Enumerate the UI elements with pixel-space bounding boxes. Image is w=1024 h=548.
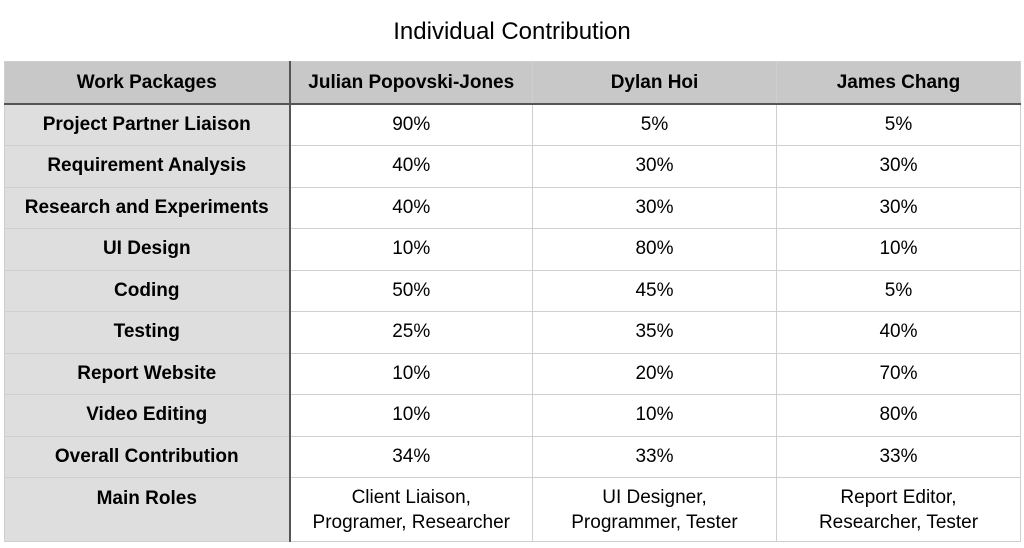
- roles-cell: Report Editor, Researcher, Tester: [776, 477, 1021, 542]
- table-cell: 80%: [532, 228, 777, 271]
- header-row: Work Packages Julian Popovski-Jones Dyla…: [4, 61, 1021, 105]
- contribution-table: Work Packages Julian Popovski-Jones Dyla…: [4, 61, 1021, 542]
- row-label: Coding: [4, 269, 291, 312]
- table-cell: 80%: [776, 394, 1021, 437]
- table-cell: 20%: [532, 352, 777, 395]
- row-label: Video Editing: [4, 394, 291, 437]
- column-header-work-packages: Work Packages: [4, 61, 291, 105]
- page-title: Individual Contribution: [393, 18, 631, 45]
- table-cell: 10%: [289, 228, 533, 271]
- table-row: Research and Experiments 40% 30% 30%: [4, 186, 1021, 229]
- table-cell: 40%: [776, 311, 1021, 354]
- table-cell: 40%: [289, 186, 533, 229]
- table-cell: 33%: [532, 435, 777, 478]
- role-line: Researcher, Tester: [818, 511, 979, 533]
- main-roles-row: Main Roles Client Liaison, Programer, Re…: [4, 477, 1021, 542]
- table-cell: 30%: [532, 186, 777, 229]
- table-row: Project Partner Liaison 90% 5% 5%: [4, 103, 1021, 146]
- table-row: UI Design 10% 80% 10%: [4, 228, 1021, 271]
- row-label: Overall Contribution: [4, 435, 291, 478]
- row-label: Main Roles: [4, 477, 291, 542]
- table-row: Coding 50% 45% 5%: [4, 269, 1021, 312]
- role-line: Client Liaison,: [351, 486, 471, 508]
- table-cell: 10%: [776, 228, 1021, 271]
- table-cell: 10%: [289, 352, 533, 395]
- roles-cell: Client Liaison, Programer, Researcher: [289, 477, 533, 542]
- table-cell: 90%: [289, 103, 533, 146]
- table-cell: 45%: [532, 269, 777, 312]
- table-cell: 10%: [532, 394, 777, 437]
- column-header-james: James Chang: [776, 61, 1021, 105]
- role-line: UI Designer,: [602, 486, 707, 508]
- table-cell: 33%: [776, 435, 1021, 478]
- table-row: Testing 25% 35% 40%: [4, 311, 1021, 354]
- table-row: Video Editing 10% 10% 80%: [4, 394, 1021, 437]
- table-row: Report Website 10% 20% 70%: [4, 352, 1021, 395]
- table-cell: 34%: [289, 435, 533, 478]
- row-label: Requirement Analysis: [4, 145, 291, 188]
- table-cell: 35%: [532, 311, 777, 354]
- row-label: Research and Experiments: [4, 186, 291, 229]
- table-cell: 30%: [776, 145, 1021, 188]
- table-cell: 5%: [776, 103, 1021, 146]
- table-cell: 30%: [532, 145, 777, 188]
- column-header-julian: Julian Popovski-Jones: [289, 61, 533, 105]
- role-line: Report Editor,: [840, 486, 957, 508]
- table-cell: 70%: [776, 352, 1021, 395]
- table-cell: 40%: [289, 145, 533, 188]
- table-cell: 10%: [289, 394, 533, 437]
- table-cell: 30%: [776, 186, 1021, 229]
- table-cell: 5%: [776, 269, 1021, 312]
- role-line: Programmer, Tester: [571, 511, 738, 533]
- table-row: Overall Contribution 34% 33% 33%: [4, 435, 1021, 478]
- table-cell: 5%: [532, 103, 777, 146]
- table-cell: 50%: [289, 269, 533, 312]
- row-label: Report Website: [4, 352, 291, 395]
- row-label: UI Design: [4, 228, 291, 271]
- table-cell: 25%: [289, 311, 533, 354]
- row-label: Project Partner Liaison: [4, 103, 291, 146]
- role-line: Programer, Researcher: [312, 511, 510, 533]
- row-label: Testing: [4, 311, 291, 354]
- column-header-dylan: Dylan Hoi: [532, 61, 777, 105]
- table-row: Requirement Analysis 40% 30% 30%: [4, 145, 1021, 188]
- roles-cell: UI Designer, Programmer, Tester: [532, 477, 777, 542]
